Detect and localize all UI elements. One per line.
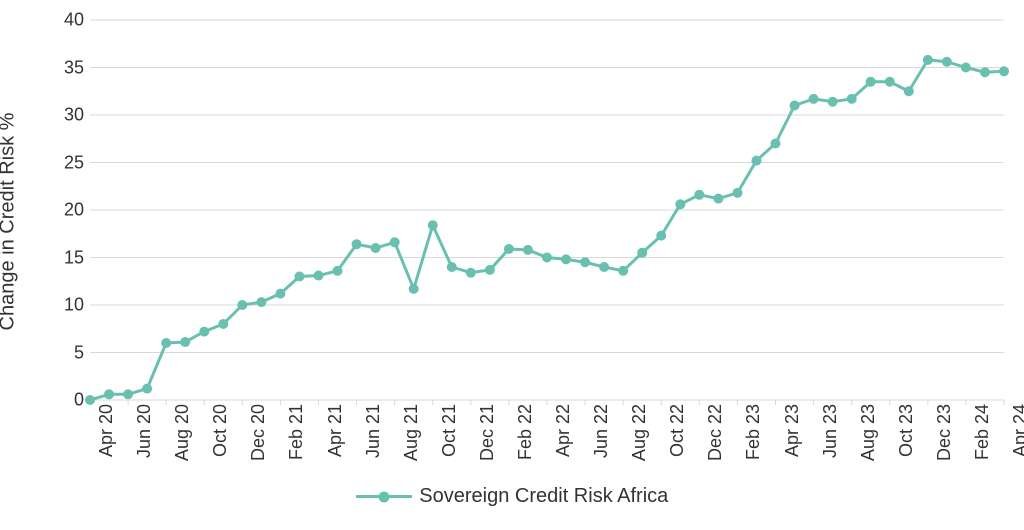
chart-svg [90,20,1004,400]
x-tick-label: Jun 21 [363,404,384,458]
y-tick-label: 0 [74,390,90,411]
x-axis-ticks: Apr 20 Jun 20 Aug 20 Oct 20 Dec 20 Feb 21 Apr … [90,402,1004,482]
x-tick-label: Feb 24 [972,404,993,460]
x-tick-label: Dec 23 [934,404,955,461]
x-tick-label: Oct 22 [667,404,688,457]
y-tick-label: 10 [64,295,90,316]
x-tick-label: Dec 22 [705,404,726,461]
x-tick-label: Aug 23 [858,404,879,461]
y-axis-title: Change in Credit Risk % [0,113,20,331]
legend-marker-icon [356,495,412,498]
x-tick-label: Feb 23 [743,404,764,460]
x-tick-label: Apr 23 [782,404,803,457]
x-tick-label: Feb 22 [515,404,536,460]
y-tick-label: 25 [64,152,90,173]
x-tick-label: Apr 21 [325,404,346,457]
y-tick-label: 15 [64,247,90,268]
legend: Sovereign Credit Risk Africa [0,485,1024,508]
x-tick-label: Jun 20 [134,404,155,458]
x-tick-label: Apr 22 [553,404,574,457]
x-tick-label: Aug 21 [401,404,422,461]
x-tick-label: Feb 21 [286,404,307,460]
y-tick-label: 5 [74,342,90,363]
legend-label: Sovereign Credit Risk Africa [419,485,668,508]
x-tick-label: Aug 22 [629,404,650,461]
x-tick-label: Dec 20 [248,404,269,461]
y-tick-label: 35 [64,57,90,78]
x-tick-label: Aug 20 [172,404,193,461]
x-tick-label: Oct 23 [896,404,917,457]
x-tick-label: Apr 24 [1010,404,1024,457]
x-tick-label: Apr 20 [96,404,117,457]
x-tick-label: Jun 23 [820,404,841,458]
y-tick-label: 40 [64,10,90,31]
credit-risk-chart: Change in Credit Risk % 0510152025303540… [0,0,1024,530]
x-tick-label: Oct 20 [210,404,231,457]
plot-area: 0510152025303540 [90,20,1004,400]
x-tick-label: Jun 22 [591,404,612,458]
x-tick-label: Dec 21 [477,404,498,461]
y-tick-label: 30 [64,105,90,126]
x-tick-label: Oct 21 [439,404,460,457]
y-tick-label: 20 [64,200,90,221]
